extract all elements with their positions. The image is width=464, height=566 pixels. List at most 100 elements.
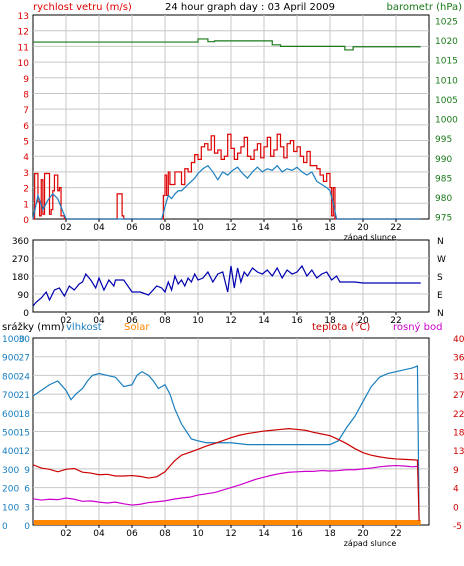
x-tick-label: 10 (192, 529, 204, 539)
solar-tick-label: 200 (2, 485, 19, 495)
x-tick-label: 12 (225, 223, 236, 233)
x-tick-label: 08 (159, 223, 171, 233)
wind-tick-label: 13 (18, 12, 29, 22)
p1-series (32, 38, 421, 220)
solar-tick-label: 300 (2, 466, 19, 476)
teplota-tick-label: 4 (453, 485, 459, 495)
wind-tick-label: 8 (23, 90, 29, 100)
x-tick-label: 04 (93, 316, 105, 326)
pressure-tick-label: 980 (435, 194, 452, 204)
x-tick-label: 20 (357, 223, 369, 233)
panel-climate: srážky (mm) vlhkost Solar teplota (°C) r… (2, 321, 464, 548)
chart-title: 24 hour graph day : 03 April 2009 (165, 2, 335, 13)
direction-series (32, 264, 421, 307)
srazky-tick-label: 9 (24, 466, 30, 476)
x-tick-label: 08 (159, 529, 171, 539)
srazky-tick-label: 6 (24, 485, 30, 495)
teplota-tick-label: -5 (453, 522, 462, 532)
p1-grid (32, 14, 430, 220)
dewpoint-series (32, 464, 418, 506)
wind-avg-series (32, 164, 421, 220)
wind-tick-label: 2 (23, 185, 29, 195)
p3-ticks: 0100200300400500600700800900100003691215… (2, 335, 464, 539)
teplota-tick-label: 22 (453, 410, 464, 420)
srazky-tick-label: 21 (19, 391, 30, 401)
compass-label: S (437, 273, 443, 283)
x-tick-label: 08 (159, 316, 171, 326)
pressure-tick-label: 1005 (435, 96, 458, 106)
x-tick-label: 10 (192, 223, 204, 233)
direction-tick-label: 0 (23, 309, 29, 319)
solar-tick-label: 800 (2, 372, 19, 382)
x-tick-label: 20 (357, 316, 369, 326)
p3-sunset-label: západ slunce (344, 539, 397, 548)
x-tick-label: 16 (291, 223, 303, 233)
pressure-tick-label: 975 (435, 214, 452, 224)
temperature-series (32, 427, 420, 521)
x-tick-label: 22 (390, 316, 401, 326)
humidity-series (32, 365, 420, 520)
x-tick-label: 10 (192, 316, 204, 326)
pressure-tick-label: 1010 (435, 76, 458, 86)
legend-rosny-bod: rosný bod (393, 321, 442, 333)
wind-tick-label: 4 (23, 153, 29, 163)
srazky-tick-label: 15 (19, 429, 30, 439)
srazky-tick-label: 12 (19, 447, 30, 457)
x-tick-label: 22 (390, 223, 401, 233)
x-tick-label: 18 (324, 316, 336, 326)
solar-series (34, 520, 421, 525)
x-tick-label: 14 (258, 529, 270, 539)
x-tick-label: 04 (93, 223, 105, 233)
pressure-series (33, 38, 421, 51)
p1-ticks: 0123456789101112139759809859909951000100… (18, 12, 459, 233)
compass-label: N (437, 309, 444, 319)
wind-gust-series (33, 133, 421, 220)
srazky-tick-label: 3 (24, 503, 30, 513)
p3-grid (32, 337, 430, 526)
panel-wind-pressure: rychlost vetru (m/s) 24 hour graph day :… (18, 2, 463, 242)
wind-tick-label: 0 (23, 216, 29, 226)
p2-grid (32, 239, 430, 313)
compass-label: W (437, 255, 446, 265)
x-tick-label: 18 (324, 529, 336, 539)
wind-tick-label: 3 (23, 169, 29, 179)
srazky-tick-label: 30 (19, 335, 31, 345)
compass-label: N (437, 237, 444, 247)
x-tick-label: 14 (258, 223, 270, 233)
solar-tick-label: 400 (2, 447, 19, 457)
wind-tick-label: 5 (23, 138, 29, 148)
x-tick-label: 02 (60, 316, 71, 326)
x-tick-label: 14 (258, 316, 270, 326)
teplota-tick-label: 27 (453, 391, 464, 401)
teplota-tick-label: 0 (453, 503, 459, 513)
compass-label: E (437, 291, 443, 301)
teplota-tick-label: 36 (453, 354, 464, 364)
srazky-tick-label: 27 (19, 354, 30, 364)
x-tick-label: 02 (60, 529, 71, 539)
wind-tick-label: 6 (23, 122, 29, 132)
solar-tick-label: 700 (2, 391, 19, 401)
teplota-tick-label: 13 (453, 447, 464, 457)
legend-vlhkost: vlhkost (66, 322, 102, 333)
pressure-tick-label: 1000 (435, 116, 458, 126)
wind-tick-label: 9 (23, 75, 29, 85)
x-tick-label: 16 (291, 529, 303, 539)
pressure-tick-label: 1015 (435, 57, 458, 67)
x-tick-label: 22 (390, 529, 401, 539)
x-tick-label: 04 (93, 529, 105, 539)
wind-axis-title: rychlost vetru (m/s) (33, 2, 132, 13)
x-tick-label: 02 (60, 223, 71, 233)
wind-tick-label: 10 (18, 59, 30, 69)
teplota-tick-label: 40 (453, 335, 464, 345)
p2-series (32, 264, 421, 307)
pressure-tick-label: 985 (435, 174, 452, 184)
pressure-axis-title: barometr (hPa) (387, 2, 463, 13)
legend-teplota: teplota (°C) (312, 322, 370, 333)
teplota-tick-label: 18 (453, 429, 464, 439)
solar-tick-label: 1000 (2, 335, 25, 345)
teplota-tick-label: 31 (453, 372, 464, 382)
solar-tick-label: 900 (2, 354, 19, 364)
direction-tick-label: 270 (12, 255, 29, 265)
